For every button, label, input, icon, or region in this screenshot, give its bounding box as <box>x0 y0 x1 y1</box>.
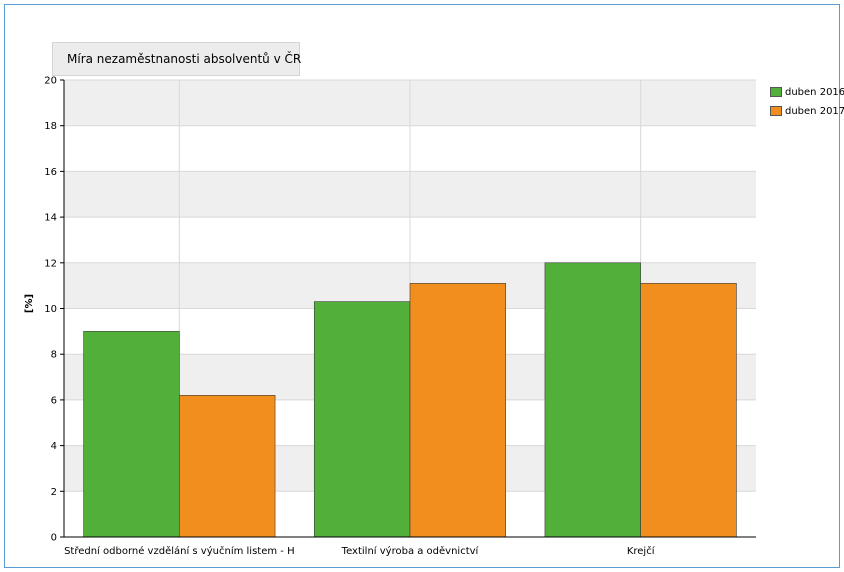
y-tick-label: 8 <box>51 350 57 361</box>
bar-duben-2017-2 <box>640 283 737 538</box>
bar-duben-2016-2 <box>544 262 641 538</box>
legend-swatch-2016 <box>770 87 782 97</box>
y-tick-label: 12 <box>44 258 57 269</box>
legend-label-2017: duben 2017 <box>785 105 844 117</box>
legend-item-2017: duben 2017 <box>770 103 844 119</box>
bar-duben-2017-1 <box>409 283 507 538</box>
legend-swatch-2017 <box>770 106 782 116</box>
y-tick-label: 0 <box>51 533 57 544</box>
x-tick-label: Střední odborné vzdělání s výučním liste… <box>64 545 295 557</box>
x-tick-label: Textilní výroba a oděvnictví <box>341 545 480 557</box>
y-tick-label: 14 <box>44 213 57 224</box>
y-tick-label: 4 <box>51 441 57 452</box>
bar-duben-2016-1 <box>313 301 411 538</box>
y-tick-label: 10 <box>44 304 57 315</box>
y-axis-label: [%] <box>24 293 36 314</box>
bar-duben-2016-0 <box>83 331 180 538</box>
legend: duben 2016 duben 2017 <box>770 84 844 122</box>
y-tick-label: 6 <box>51 395 57 406</box>
y-tick-label: 16 <box>44 167 57 178</box>
chart-title: Míra nezaměstnanosti absolventů v ČR <box>67 52 302 66</box>
chart-title-box: Míra nezaměstnanosti absolventů v ČR <box>52 42 302 76</box>
y-tick-label: 20 <box>44 76 57 87</box>
y-tick-label: 18 <box>44 121 57 132</box>
legend-item-2016: duben 2016 <box>770 84 844 100</box>
legend-label-2016: duben 2016 <box>785 86 844 98</box>
bar-duben-2017-0 <box>179 395 276 538</box>
x-tick-label: Krejčí <box>627 545 656 557</box>
y-tick-label: 2 <box>51 487 57 498</box>
